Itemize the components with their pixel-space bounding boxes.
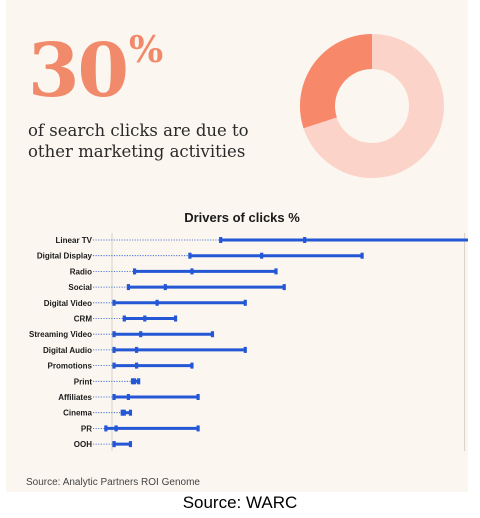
range-marker-max: [360, 252, 364, 259]
range-marker-min: [112, 299, 116, 306]
range-chart: Drivers of clicks % Linear TV Digital Disp…: [29, 210, 468, 452]
range-marker-min: [130, 378, 135, 385]
category-label: Social: [68, 283, 92, 292]
donut-chart: [300, 34, 444, 178]
range-marker-max: [282, 284, 286, 291]
category-label: Radio: [70, 267, 92, 276]
range-marker-min: [126, 284, 130, 291]
headline-subtext: of search clicks are due to other market…: [28, 121, 249, 161]
range-marker-max: [210, 331, 215, 338]
range-marker-max: [128, 409, 133, 416]
range-marker-median: [114, 425, 118, 432]
category-label: PR: [81, 424, 92, 433]
range-marker-median: [126, 394, 130, 400]
range-marker-median: [260, 252, 264, 259]
range-marker-median: [135, 346, 139, 353]
range-marker-min: [112, 346, 116, 353]
range-marker-median: [122, 409, 126, 416]
category-label: Affiliates: [58, 393, 92, 402]
range-marker-median: [143, 315, 147, 322]
category-label: CRM: [74, 315, 93, 324]
range-marker-min: [132, 268, 137, 275]
range-marker-max: [190, 362, 194, 369]
range-marker-max: [243, 299, 247, 306]
range-marker-max: [137, 378, 141, 385]
range-marker-median: [190, 268, 194, 275]
range-marker-median: [132, 378, 137, 385]
range-marker-max: [196, 425, 200, 432]
range-marker-min: [219, 237, 223, 243]
range-marker-min: [104, 425, 108, 432]
range-marker-median: [303, 237, 307, 243]
range-marker-min: [112, 331, 116, 338]
range-marker-max: [196, 394, 200, 400]
range-marker-min: [188, 252, 192, 259]
category-label: Cinema: [63, 409, 92, 418]
category-label: Promotions: [48, 362, 93, 371]
headline-unit: %: [128, 29, 164, 71]
category-label: Linear TV: [56, 236, 93, 245]
chart-footnote: Source: Analytic Partners ROI Genome: [26, 477, 200, 488]
category-label: Digital Audio: [43, 346, 92, 355]
range-marker-min: [120, 409, 124, 416]
image-source-caption: Source: WARC: [182, 493, 298, 512]
category-label: Digital Display: [37, 252, 93, 261]
infographic-card: 30% of search clicks are due to other ma…: [6, 0, 468, 492]
range-marker-max: [173, 315, 178, 322]
range-marker-median: [155, 299, 159, 306]
category-label: Streaming Video: [29, 330, 92, 339]
range-marker-max: [274, 268, 278, 275]
range-marker-median: [135, 362, 139, 369]
range-marker-median: [112, 441, 116, 448]
headline-stat: 30%: [28, 32, 163, 108]
donut-highlight-segment: [300, 34, 372, 129]
category-label: Print: [74, 377, 93, 386]
category-label: OOH: [74, 440, 92, 449]
range-marker-min: [122, 315, 126, 322]
range-marker-median: [139, 331, 143, 338]
range-marker-min: [112, 362, 116, 369]
range-marker-max: [128, 441, 133, 448]
category-label: Digital Video: [44, 299, 92, 308]
chart-title: Drivers of clicks %: [184, 210, 300, 225]
range-marker-median: [163, 284, 167, 291]
headline-number: 30: [28, 28, 129, 114]
range-marker-max: [243, 346, 247, 353]
range-marker-min: [112, 394, 116, 400]
